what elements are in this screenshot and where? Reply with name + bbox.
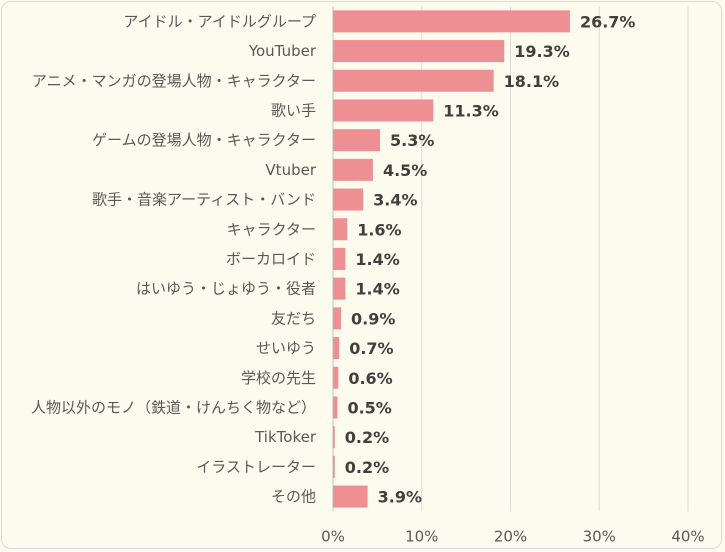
category-label: 学校の先生 — [241, 369, 316, 387]
value-label: 0.5% — [347, 398, 391, 417]
value-label: 0.2% — [345, 428, 389, 447]
category-label: アイドル・アイドルグループ — [123, 12, 316, 30]
category-label: YouTuber — [248, 42, 317, 60]
bar — [333, 188, 364, 211]
bar — [333, 158, 373, 181]
x-tick-label: 0% — [321, 527, 345, 545]
bar — [333, 485, 368, 508]
category-label: はいゆう・じょゆう・役者 — [136, 280, 316, 298]
bar — [333, 247, 346, 270]
value-label: 18.1% — [504, 72, 560, 91]
bar — [333, 366, 339, 389]
bar — [333, 426, 335, 449]
value-label: 1.4% — [355, 280, 399, 299]
bar — [333, 277, 346, 300]
category-label: アニメ・マンガの登場人物・キャラクター — [32, 72, 316, 90]
x-tick-label: 30% — [583, 527, 616, 545]
bar — [333, 10, 570, 33]
value-label: 0.6% — [348, 369, 392, 388]
bar — [333, 69, 494, 92]
value-label: 1.4% — [355, 250, 399, 269]
category-label: その他 — [271, 488, 316, 506]
category-label: 友だち — [271, 309, 316, 327]
value-label: 3.4% — [373, 191, 417, 210]
category-label: Vtuber — [265, 161, 316, 179]
value-label: 3.9% — [378, 488, 422, 507]
value-label: 19.3% — [514, 42, 570, 61]
bar — [333, 455, 335, 478]
bar — [333, 337, 340, 360]
category-label: ボーカロイド — [226, 250, 316, 268]
bar — [333, 129, 381, 152]
x-tick-label: 10% — [405, 527, 438, 545]
x-tick-label: 20% — [494, 527, 527, 545]
category-label: キャラクター — [227, 220, 316, 238]
value-label: 11.3% — [443, 101, 499, 120]
category-label: 歌い手 — [271, 101, 316, 119]
category-label: せいゆう — [256, 339, 316, 357]
category-label: イラストレーター — [196, 458, 316, 476]
value-label: 5.3% — [390, 131, 434, 150]
category-label: 人物以外のモノ（鉄道・けんちく物など） — [31, 398, 316, 416]
value-label: 0.7% — [349, 339, 393, 358]
x-tick-label: 40% — [671, 527, 704, 545]
category-label: ゲームの登場人物・キャラクター — [92, 131, 316, 149]
value-label: 4.5% — [383, 161, 427, 180]
bar — [333, 307, 341, 330]
bar — [333, 396, 338, 419]
category-label: 歌手・音楽アーティスト・バンド — [92, 191, 316, 209]
value-label: 0.2% — [345, 458, 389, 477]
value-label: 0.9% — [351, 309, 395, 328]
bar — [333, 218, 348, 241]
bar — [333, 40, 505, 63]
category-label: TikToker — [254, 428, 317, 446]
bar — [333, 99, 434, 122]
value-label: 26.7% — [580, 12, 636, 31]
value-label: 1.6% — [357, 220, 401, 239]
